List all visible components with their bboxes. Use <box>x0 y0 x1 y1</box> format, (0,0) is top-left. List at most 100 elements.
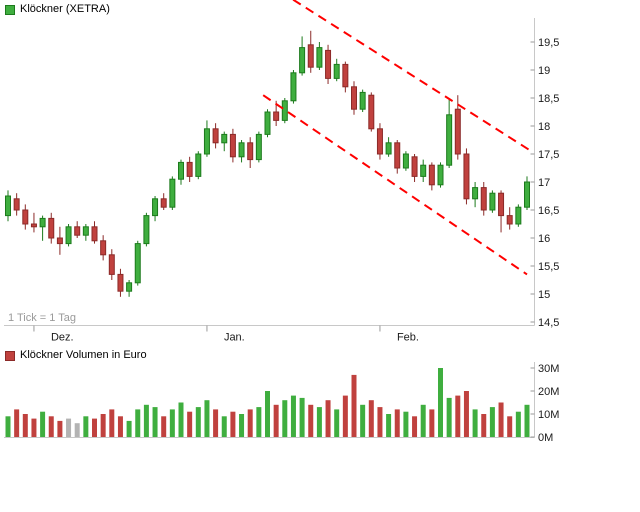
candle-body <box>13 198 20 211</box>
candle-body <box>299 47 306 74</box>
volume-bar <box>213 409 219 437</box>
volume-bar <box>429 409 435 437</box>
volume-bar <box>308 404 314 437</box>
volume-bar <box>455 395 461 437</box>
candle-body <box>480 187 487 211</box>
candle-body <box>342 63 349 88</box>
volume-bar <box>48 416 54 437</box>
volume-bar <box>14 409 20 437</box>
candle-body <box>160 198 167 208</box>
candle-body <box>186 161 193 177</box>
volume-bar <box>187 411 193 437</box>
volume-bar <box>325 400 331 437</box>
candle-body <box>91 226 98 242</box>
candle-body <box>402 153 409 169</box>
volume-bar <box>100 414 106 437</box>
volume-axis-label: 10M <box>538 409 559 421</box>
volume-bar <box>221 416 227 437</box>
volume-bar <box>239 414 245 437</box>
volume-bar <box>316 407 322 437</box>
candle-body <box>65 226 72 245</box>
candle-body <box>152 198 159 217</box>
candle-body <box>100 240 107 256</box>
price-axis-label: 17,5 <box>538 149 559 161</box>
candle-body <box>178 161 184 180</box>
volume-bar <box>420 404 426 437</box>
volume-bar <box>152 407 158 437</box>
volume-bar <box>282 400 288 437</box>
candle-body <box>82 226 89 236</box>
candle-body <box>385 142 392 155</box>
candle-body <box>394 142 401 169</box>
candle-body <box>281 100 288 121</box>
candle-body <box>238 142 245 158</box>
volume-axis-label: 30M <box>538 363 559 375</box>
candle-body <box>255 133 262 161</box>
volume-bar <box>273 404 279 437</box>
candle-body <box>247 142 254 161</box>
volume-bar <box>40 411 46 437</box>
candle-body <box>437 164 444 186</box>
volume-bar <box>360 404 366 437</box>
candle-body <box>359 91 366 110</box>
price-axis-label: 18 <box>538 121 550 133</box>
volume-bar <box>334 409 340 437</box>
candle-body <box>506 215 513 225</box>
volume-bar <box>386 414 392 437</box>
candle-body <box>273 111 280 121</box>
candle-body <box>48 217 55 239</box>
volume-bar <box>31 418 37 437</box>
month-label: Dez. <box>51 332 74 344</box>
candle-body <box>489 192 496 211</box>
volume-bar <box>195 407 201 437</box>
candle-body <box>515 206 522 225</box>
price-axis-label: 19 <box>538 65 550 77</box>
trend-line-lower <box>262 94 528 276</box>
price-axis-label: 15,5 <box>538 261 559 273</box>
volume-bar <box>299 397 305 437</box>
candle-body <box>195 153 202 177</box>
volume-bar <box>169 409 175 437</box>
price-axis-label: 14,5 <box>538 317 559 329</box>
volume-bar <box>403 411 409 437</box>
candle-body <box>56 237 63 245</box>
price-axis-label: 18,5 <box>538 93 559 105</box>
candle-body <box>39 217 46 228</box>
volume-bar <box>498 402 504 437</box>
volume-bar <box>109 409 115 437</box>
candle-body <box>316 47 323 68</box>
volume-chart-legend: Klöckner Volumen in Euro <box>5 350 147 361</box>
candle-body <box>126 282 133 292</box>
candle-body <box>290 72 297 102</box>
candle-body <box>420 164 427 177</box>
volume-bar <box>230 411 236 437</box>
candle-body <box>524 181 530 208</box>
candle-body <box>463 153 470 200</box>
volume-bar <box>143 404 149 437</box>
candle-body <box>498 192 505 217</box>
volume-bar <box>265 391 270 437</box>
candle-body <box>143 215 150 245</box>
candle-body <box>5 195 11 217</box>
candle-body <box>229 133 236 158</box>
volume-bar <box>463 391 469 437</box>
volume-bar <box>66 418 72 437</box>
month-label: Jan. <box>224 332 245 344</box>
volume-bar <box>368 400 374 437</box>
candle-body <box>203 128 210 155</box>
candle-body <box>117 273 124 292</box>
candle-body <box>134 243 141 284</box>
price-axis-label: 15 <box>538 289 550 301</box>
candle-body <box>428 164 435 186</box>
candle-body <box>376 128 383 155</box>
price-axis-label: 16 <box>538 233 550 245</box>
trend-line-upper <box>291 0 532 153</box>
volume-bar <box>351 374 357 437</box>
volume-bar <box>438 368 443 437</box>
volume-bar <box>377 407 383 437</box>
price-axis-label: 16,5 <box>538 205 559 217</box>
candle-body <box>368 94 375 130</box>
volume-bar <box>247 409 253 437</box>
volume-bar <box>524 404 530 437</box>
volume-bar <box>135 409 141 437</box>
